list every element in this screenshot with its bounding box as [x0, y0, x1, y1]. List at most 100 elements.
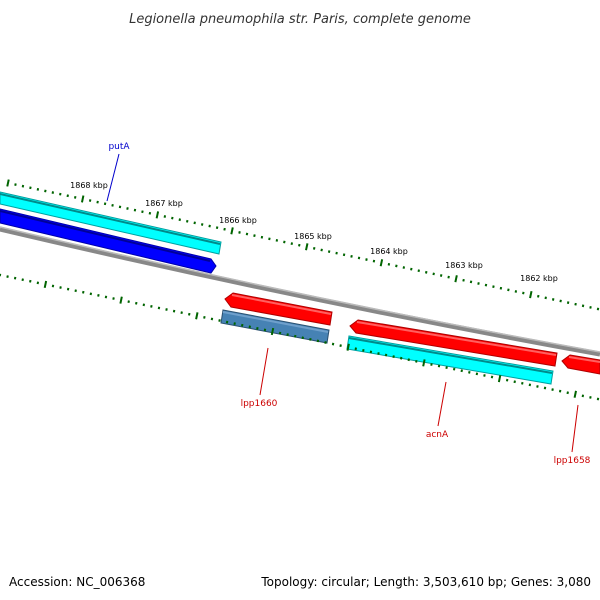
minor-tick	[350, 254, 353, 258]
minor-tick	[514, 290, 518, 293]
reverse-gene-arrow-1[interactable]	[224, 292, 333, 326]
minor-tick	[133, 208, 137, 212]
minor-tick	[298, 243, 301, 247]
genome-backbone	[0, 226, 600, 357]
kbp-label-1867: 1867 kbp	[145, 199, 183, 208]
major-tick	[6, 179, 10, 187]
minor-tick	[96, 200, 99, 204]
minor-tick	[342, 253, 346, 257]
minor-tick	[327, 250, 331, 253]
lpp1658-gene-arrow[interactable]	[561, 354, 600, 375]
major-tick	[155, 211, 160, 219]
minor-tick	[312, 247, 316, 250]
kbp-label-1863: 1863 kbp	[445, 261, 483, 270]
minor-tick	[238, 231, 241, 234]
major-tick	[573, 390, 577, 398]
minor-tick	[148, 211, 152, 215]
accession-text: Accession: NC_006368	[9, 575, 145, 589]
minor-tick	[484, 283, 488, 287]
forward-strand	[0, 191, 222, 274]
minor-tick	[447, 275, 450, 279]
putA-gene-arrow[interactable]	[0, 208, 217, 274]
minor-tick	[507, 288, 510, 292]
minor-tick	[335, 251, 338, 255]
minor-tick	[424, 270, 428, 274]
minor-tick	[410, 267, 413, 271]
major-tick	[529, 291, 533, 299]
map-title: Legionella pneumophila str. Paris, compl…	[129, 12, 471, 27]
minor-tick	[492, 285, 495, 289]
gene-label-acnA[interactable]: acnA	[426, 430, 449, 440]
minor-tick	[581, 304, 585, 308]
minor-tick	[253, 234, 256, 238]
minor-tick	[275, 239, 279, 242]
major-tick	[379, 259, 384, 267]
minor-tick	[395, 264, 398, 268]
minor-tick	[88, 199, 92, 202]
minor-tick	[21, 184, 25, 188]
major-tick	[119, 296, 123, 304]
major-tick	[497, 374, 502, 383]
minor-tick	[103, 202, 107, 206]
gene-label-lpp1660[interactable]: lpp1660	[241, 399, 278, 409]
minor-tick	[522, 291, 525, 295]
minor-tick	[544, 296, 547, 300]
minor-tick	[432, 272, 435, 276]
major-tick	[305, 243, 309, 251]
gene-label-putA[interactable]: putA	[108, 142, 130, 152]
minor-tick	[200, 223, 204, 226]
kbp-label-1868: 1868 kbp	[70, 181, 108, 190]
gene-label-lpp1658[interactable]: lpp1658	[554, 456, 591, 466]
minor-tick	[559, 299, 562, 303]
minor-tick	[499, 286, 503, 290]
minor-tick	[51, 191, 55, 194]
minor-tick	[141, 210, 144, 214]
reverse-feature-bar[interactable]	[346, 335, 554, 385]
lpp1660-gene-bar[interactable]	[220, 309, 330, 344]
minor-tick	[118, 205, 122, 209]
minor-tick	[186, 219, 189, 223]
minor-tick	[537, 294, 540, 298]
kbp-label-1864: 1864 kbp	[370, 247, 408, 256]
minor-tick	[36, 187, 40, 191]
kbp-labels: 1868 kbp 1867 kbp 1866 kbp 1865 kbp 1864…	[70, 181, 558, 283]
minor-tick	[268, 237, 271, 241]
major-tick	[230, 227, 234, 235]
minor-tick	[365, 258, 368, 261]
minor-tick	[29, 186, 32, 190]
minor-tick	[163, 215, 167, 218]
minor-tick	[178, 218, 182, 222]
major-tick	[195, 312, 199, 320]
minor-tick	[171, 216, 174, 220]
minor-tick	[126, 207, 129, 210]
major-tick	[43, 280, 48, 289]
kbp-label-1862: 1862 kbp	[520, 274, 558, 283]
minor-tick	[193, 221, 196, 225]
minor-tick	[66, 194, 69, 198]
minor-tick	[477, 282, 480, 285]
minor-tick	[372, 259, 376, 263]
acnA-gene-arrow[interactable]	[349, 319, 558, 367]
minor-tick	[439, 274, 443, 277]
outer-tick-ring	[6, 179, 600, 311]
major-tick	[346, 343, 350, 351]
minor-tick	[574, 302, 577, 306]
minor-tick	[215, 226, 219, 230]
minor-tick	[260, 235, 264, 239]
major-tick	[422, 359, 426, 367]
minor-tick	[245, 232, 249, 236]
minor-tick	[596, 307, 600, 311]
minor-tick	[73, 195, 77, 199]
minor-tick	[357, 256, 361, 260]
reverse-strand	[220, 292, 600, 385]
minor-tick	[59, 192, 62, 196]
minor-tick	[589, 306, 592, 309]
minor-tick	[469, 280, 473, 284]
minor-tick	[208, 224, 211, 228]
kbp-label-1865: 1865 kbp	[294, 232, 332, 241]
inner-tick-ring	[0, 273, 600, 401]
kbp-label-1866: 1866 kbp	[219, 216, 257, 225]
genome-summary-text: Topology: circular; Length: 3,503,610 bp…	[260, 575, 591, 589]
minor-tick	[551, 298, 555, 301]
